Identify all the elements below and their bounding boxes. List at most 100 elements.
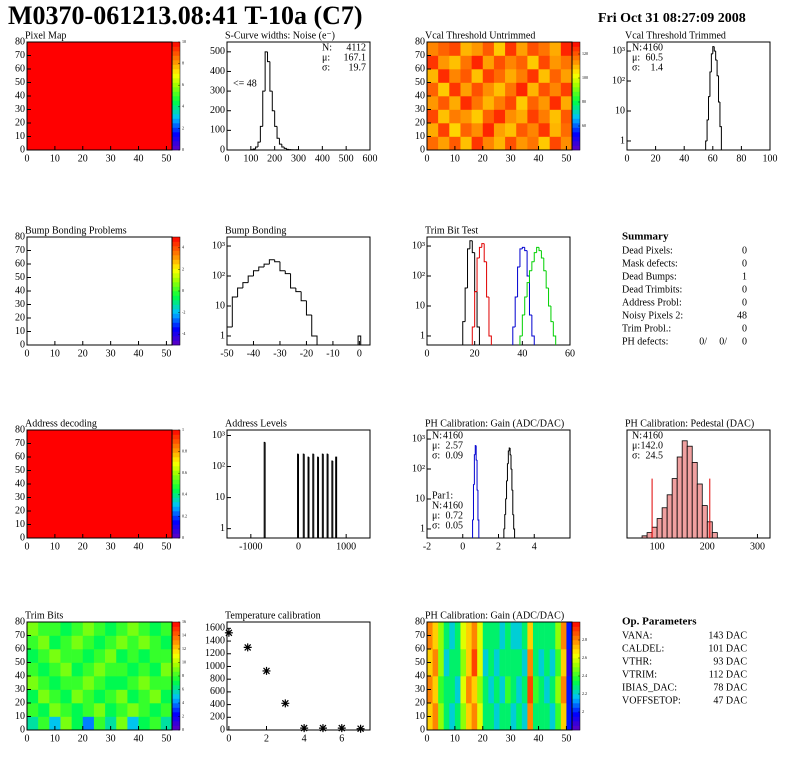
heatmap-cell xyxy=(527,622,534,650)
colorbar-tick-label: 0.8 xyxy=(182,449,187,454)
x-tick-label: 20 xyxy=(78,348,88,359)
colorbar-segment xyxy=(172,653,180,659)
colorbar-segment xyxy=(172,649,180,654)
stats-value: 1.4 xyxy=(651,62,664,73)
heatmap-cell xyxy=(471,109,484,124)
colorbar-tick-label: 1 xyxy=(182,427,184,432)
colorbar-tick-label: 0 xyxy=(182,288,184,293)
histogram-step xyxy=(705,140,708,150)
histogram-step xyxy=(503,528,505,538)
x-tick-label: 10 xyxy=(50,733,60,744)
colorbar-segment xyxy=(172,46,180,52)
scatter-point xyxy=(281,699,290,708)
stats-value: 0.09 xyxy=(446,450,464,461)
heatmap-cell xyxy=(38,676,50,690)
heatmap-cell xyxy=(544,676,550,704)
y-tick-label: 10² xyxy=(612,75,625,86)
panel-title: Trim Bits xyxy=(25,610,63,621)
heatmap-cell xyxy=(116,689,128,704)
stats-heading: Par1: xyxy=(432,490,453,501)
stats-label: μ: xyxy=(632,52,640,63)
heatmap-cell xyxy=(60,662,72,677)
colorbar-tick-label: 0.6 xyxy=(182,470,187,475)
panel-title: PH Calibration: Gain (ADC/DAC) xyxy=(425,610,564,621)
summary-value: 0 xyxy=(742,284,747,295)
y-tick-label: 1400 xyxy=(205,635,225,646)
heatmap-cell xyxy=(499,649,506,677)
colorbar-segment xyxy=(172,457,180,462)
heatmap-cell xyxy=(505,136,517,151)
colorbar-segment xyxy=(172,255,180,260)
colorbar-segment xyxy=(572,42,580,47)
plot-frame xyxy=(226,621,371,731)
colorbar-segment xyxy=(572,69,580,74)
heatmap-cell xyxy=(149,676,162,690)
colorbar-segment xyxy=(172,259,180,265)
heatmap-cell xyxy=(549,676,556,704)
heatmap-cell xyxy=(160,703,173,717)
colorbar-segment xyxy=(172,114,180,119)
heatmap-cell xyxy=(438,676,445,704)
heatmap-cell xyxy=(505,622,511,650)
colorbar-segment xyxy=(172,430,180,435)
y-tick-label: 60 xyxy=(15,258,25,269)
heatmap-cell xyxy=(505,109,517,124)
heatmap-cell xyxy=(116,716,128,731)
histogram-step xyxy=(519,248,523,267)
x-tick-label: 10 xyxy=(450,733,460,744)
heatmap-cell xyxy=(63,457,100,485)
x-tick-label: 0 xyxy=(25,348,30,359)
panel-title: PH Calibration: Pedestal (DAC) xyxy=(625,418,754,429)
colorbar-segment xyxy=(572,622,580,627)
colorbar-segment xyxy=(172,87,180,92)
x-tick-label: 100 xyxy=(650,541,665,552)
y-tick-label: 20 xyxy=(15,697,25,708)
heatmap-cell xyxy=(482,622,489,650)
heatmap-cell xyxy=(527,55,539,70)
colorbar-segment xyxy=(172,331,180,337)
colorbar-tick-label: 2.8 xyxy=(582,637,587,642)
heatmap-cell xyxy=(549,649,556,677)
colorbar-segment xyxy=(572,671,580,677)
heatmap-cell xyxy=(477,703,484,731)
histogram-step xyxy=(283,147,287,149)
histogram-step xyxy=(257,141,261,148)
heatmap-cell xyxy=(549,42,562,56)
stats-label: σ: xyxy=(322,62,330,73)
stats-label: σ: xyxy=(632,62,640,73)
colorbar-tick-label: 10 xyxy=(182,659,186,664)
heatmap-cell xyxy=(493,136,506,151)
histogram-bar xyxy=(671,478,678,539)
histogram-step xyxy=(507,450,510,464)
colorbar-segment xyxy=(172,667,180,672)
y-tick-label: 300 xyxy=(210,85,225,96)
x-tick-label: 0 xyxy=(425,733,430,744)
heatmap-cell xyxy=(516,109,528,124)
heatmap-cell xyxy=(99,511,137,539)
annotation: <= 48 xyxy=(233,78,257,89)
y-tick-label: 1 xyxy=(220,330,225,341)
heatmap-cell xyxy=(443,622,450,650)
heatmap-cell xyxy=(38,689,50,704)
heatmap-cell xyxy=(544,622,550,650)
x-tick-label: 30 xyxy=(106,541,116,552)
histogram-bar xyxy=(681,440,688,539)
heatmap-cell xyxy=(505,123,517,137)
stats-value: 142.0 xyxy=(641,440,664,451)
y-tick-label: 30 xyxy=(15,104,25,115)
heatmap-cell xyxy=(477,676,484,704)
colorbar-tick-label: 2 xyxy=(182,266,184,271)
heatmap-cell xyxy=(549,622,556,650)
stats-value: 0.72 xyxy=(446,510,464,521)
heatmap-cell xyxy=(471,82,484,97)
x-tick-label: 0 xyxy=(226,733,231,744)
heatmap-cell xyxy=(60,622,72,636)
heatmap-cell xyxy=(149,649,162,663)
y-tick-label: 80 xyxy=(415,616,425,627)
y-tick-label: 100 xyxy=(210,125,225,136)
histogram-step xyxy=(475,445,478,461)
colorbar-segment xyxy=(172,466,180,471)
heatmap-cell xyxy=(27,716,39,731)
heatmap-cell xyxy=(60,635,72,650)
colorbar-tick-label: 0.2 xyxy=(182,513,187,518)
